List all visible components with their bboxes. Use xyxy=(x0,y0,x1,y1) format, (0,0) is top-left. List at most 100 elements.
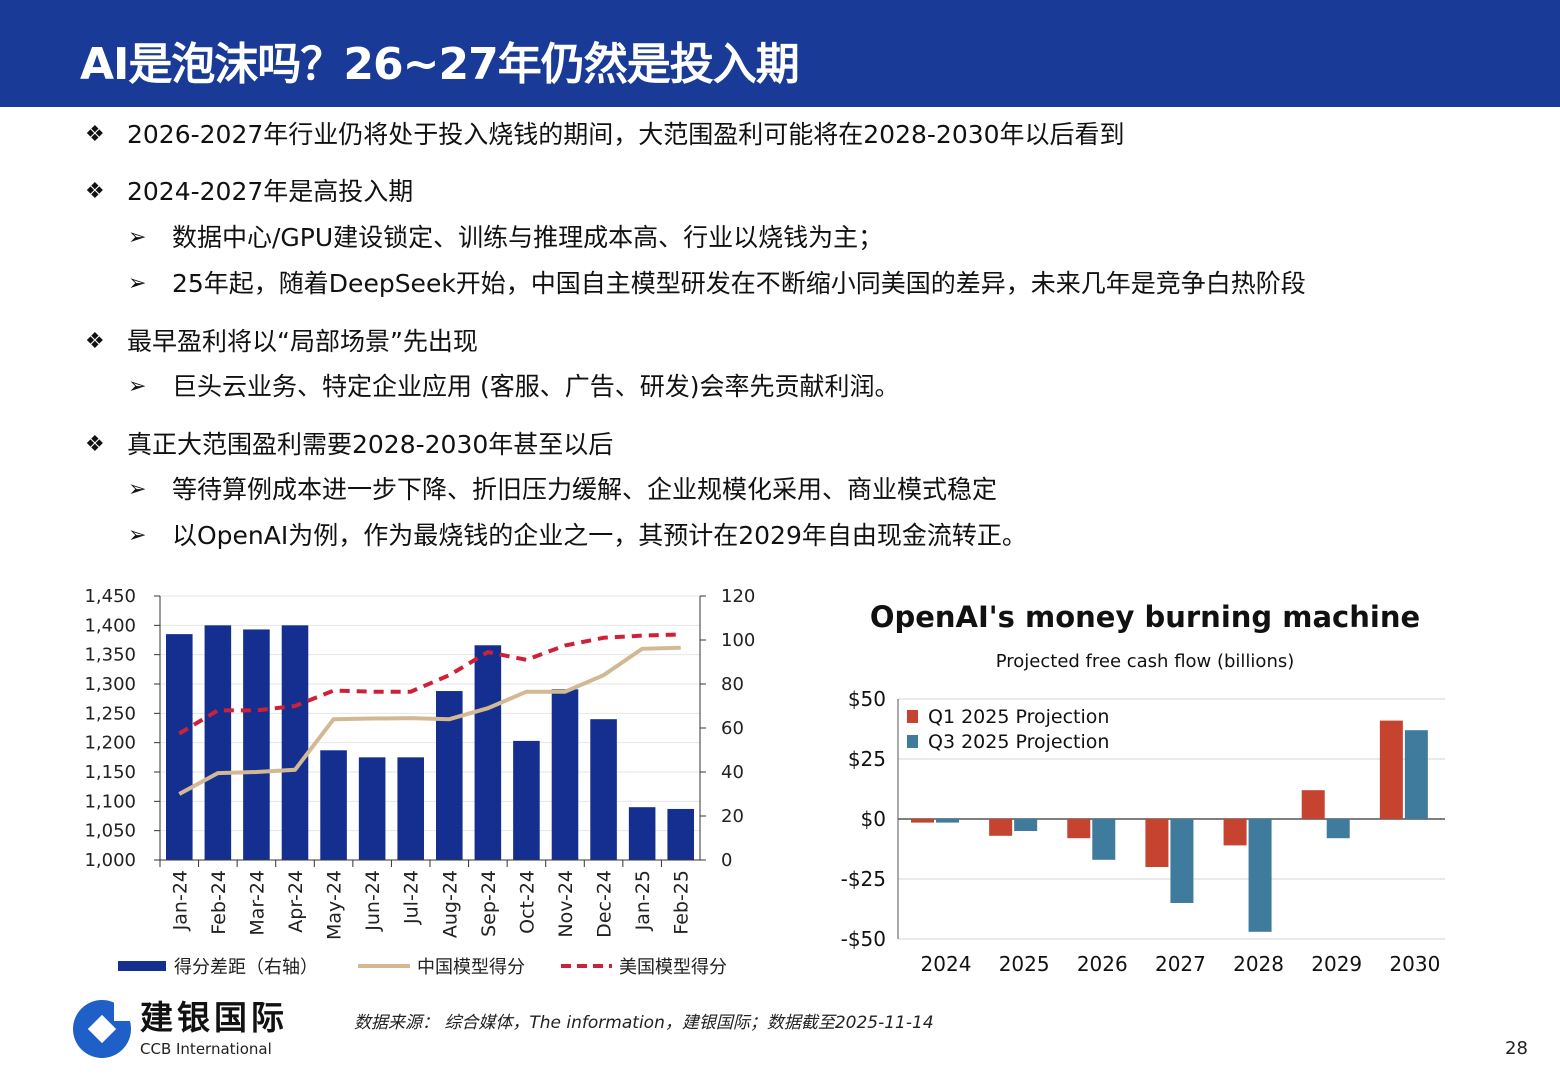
legend-label: Q3 2025 Projection xyxy=(928,731,1109,753)
line-us-score xyxy=(178,632,681,736)
x-tick-label: 2025 xyxy=(999,952,1050,976)
x-tick-label: Feb-25 xyxy=(671,870,693,935)
bar-q3-projection xyxy=(936,819,959,823)
right-tick-label: 100 xyxy=(721,630,755,651)
bar-score-gap xyxy=(667,808,694,860)
bullet-text: 真正大范围盈利需要2028-2030年甚至以后 xyxy=(127,430,614,459)
left-tick-label: 1,000 xyxy=(84,850,136,871)
slide-title: AI是泡沫吗？26~27年仍然是投入期 xyxy=(80,39,800,90)
x-tick-label: Nov-24 xyxy=(555,870,577,938)
y-tick-label: -$50 xyxy=(841,927,886,951)
diamond-bullet-icon: ❖ xyxy=(85,179,105,204)
left-tick-label: 1,250 xyxy=(84,703,136,724)
bullet-text: 数据中心/GPU建设锁定、训练与推理成本高、行业以烧钱为主； xyxy=(172,223,884,252)
x-tick-label: May-24 xyxy=(324,870,346,940)
logo-text-en: CCB International xyxy=(140,1040,272,1058)
bar-score-gap xyxy=(204,625,232,860)
bar-score-gap xyxy=(397,757,424,860)
legend-swatch xyxy=(907,735,918,748)
openai-fcf-chart: OpenAI's money burning machine Projected … xyxy=(841,600,1445,976)
x-tick-label: 2028 xyxy=(1233,952,1284,976)
legend-label: 得分差距（右轴） xyxy=(174,957,318,978)
bullet-text: 最早盈利将以“局部场景”先出现 xyxy=(127,327,478,356)
right-tick-label: 80 xyxy=(721,674,744,695)
bar-q3-projection xyxy=(1014,819,1038,831)
x-tick-label: Jan-25 xyxy=(632,870,654,931)
model-score-chart: 1,000 1,050 1,100 1,150 1,200 1,250 1,300 1,350… xyxy=(84,586,755,978)
legend-label: 中国模型得分 xyxy=(417,957,525,978)
diamond-bullet-icon: ❖ xyxy=(85,122,105,147)
x-tick-label: Feb-24 xyxy=(208,870,230,935)
bar-q1-projection xyxy=(911,819,934,823)
y-tick-label: $25 xyxy=(848,747,886,771)
bar-q3-projection xyxy=(1326,819,1350,839)
bar-score-gap xyxy=(590,719,617,860)
bullet-text: 2026-2027年行业仍将处于投入烧钱的期间，大范围盈利可能将在2028-20… xyxy=(127,120,1125,149)
x-tick-label: Jun-24 xyxy=(362,870,384,932)
bar-score-gap xyxy=(358,757,386,860)
left-tick-label: 1,200 xyxy=(84,733,136,754)
x-tick-label: Aug-24 xyxy=(439,870,461,938)
ccb-logo-icon xyxy=(73,999,138,1058)
bar-score-gap xyxy=(281,625,309,860)
bar-q1-projection xyxy=(1145,819,1169,867)
bar-q3-projection xyxy=(1170,819,1194,903)
x-tick-label: Mar-24 xyxy=(246,870,268,936)
bullet-text: 2024-2027年是高投入期 xyxy=(127,177,414,206)
bullet-text: 25年起，随着DeepSeek开始，中国自主模型研发在不断缩小同美国的差异，未来… xyxy=(172,269,1306,298)
bar-q3-projection xyxy=(1248,819,1272,932)
bar-score-gap xyxy=(166,634,193,860)
bar-score-gap xyxy=(474,645,502,860)
x-tick-label: 2029 xyxy=(1311,952,1362,976)
arrow-bullet-icon: ➢ xyxy=(128,374,147,399)
right-tick-label: 120 xyxy=(721,586,755,607)
logo-text-cn: 建银国际 xyxy=(140,998,288,1037)
left-tick-label: 1,350 xyxy=(84,645,136,666)
y-tick-label: $0 xyxy=(861,807,886,831)
bar-score-gap xyxy=(628,807,656,860)
bullet-text: 以OpenAI为例，作为最烧钱的企业之一，其预计在2029年自由现金流转正。 xyxy=(172,521,1027,550)
y-tick-label: -$25 xyxy=(841,867,886,891)
x-tick-label: Jul-24 xyxy=(401,870,423,925)
chart-title: OpenAI's money burning machine xyxy=(870,600,1420,634)
x-tick-label: 2026 xyxy=(1077,952,1128,976)
y-tick-label: $50 xyxy=(848,687,886,711)
header-bar: AI是泡沫吗？26~27年仍然是投入期 xyxy=(0,0,1560,107)
right-tick-label: 0 xyxy=(721,850,732,871)
bar-q1-projection xyxy=(1379,720,1403,819)
x-tick-label: 2024 xyxy=(921,952,972,976)
x-tick-label: Apr-24 xyxy=(285,870,307,933)
x-tick-label: Sep-24 xyxy=(478,870,500,937)
right-tick-label: 20 xyxy=(721,806,744,827)
left-tick-label: 1,050 xyxy=(84,821,136,842)
bar-q3-projection xyxy=(1092,819,1116,860)
diamond-bullet-icon: ❖ xyxy=(85,432,105,457)
x-tick-label: Jan-24 xyxy=(169,870,191,931)
bar-q1-projection xyxy=(1223,819,1247,846)
arrow-bullet-icon: ➢ xyxy=(128,523,147,548)
chart-subtitle: Projected free cash flow (billions) xyxy=(996,651,1295,672)
left-tick-label: 1,400 xyxy=(84,615,136,636)
x-tick-label: Dec-24 xyxy=(594,870,616,938)
right-tick-label: 60 xyxy=(721,718,744,739)
bar-score-gap xyxy=(551,689,579,860)
bar-score-gap xyxy=(513,740,540,860)
left-tick-label: 1,150 xyxy=(84,762,136,783)
bar-q1-projection xyxy=(1301,790,1325,819)
bar-q1-projection xyxy=(1067,819,1091,839)
legend-swatch xyxy=(907,710,918,723)
legend-swatch-bar xyxy=(118,961,166,971)
data-source: 数据来源： 综合媒体，The information，建银国际；数据截至2025… xyxy=(354,1013,934,1033)
bar-score-gap xyxy=(243,629,270,860)
left-tick-label: 1,300 xyxy=(84,674,136,695)
page-number: 28 xyxy=(1505,1038,1528,1059)
x-tick-label: 2030 xyxy=(1389,952,1440,976)
bullet-text: 巨头云业务、特定企业应用 (客服、广告、研发)会率先贡献利润。 xyxy=(172,372,900,401)
legend-label: 美国模型得分 xyxy=(619,957,727,978)
x-tick-label: 2027 xyxy=(1155,952,1206,976)
left-tick-label: 1,450 xyxy=(84,586,136,607)
bar-q3-projection xyxy=(1404,730,1428,819)
line-china-score xyxy=(178,645,681,796)
arrow-bullet-icon: ➢ xyxy=(128,271,147,296)
bar-q1-projection xyxy=(989,819,1013,836)
